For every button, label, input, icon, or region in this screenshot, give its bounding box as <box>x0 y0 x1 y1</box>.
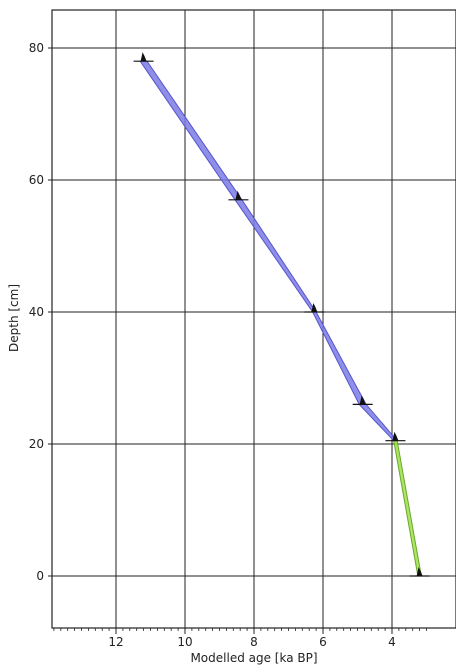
date-marker-1 <box>133 52 154 62</box>
y-tick-label: 40 <box>29 305 44 319</box>
date-markers <box>133 52 430 577</box>
date-marker-4 <box>352 395 373 405</box>
x-axis-title: Modelled age [ka BP] <box>190 651 317 665</box>
x-tick-label: 6 <box>319 635 327 649</box>
date-probability-peak <box>311 303 318 312</box>
date-probability-peak <box>359 395 366 405</box>
x-tick-label: 8 <box>250 635 258 649</box>
y-tick-label: 80 <box>29 41 44 55</box>
date-marker-3 <box>304 303 325 313</box>
x-tick-label: 10 <box>177 635 192 649</box>
date-probability-peak <box>392 431 399 441</box>
y-axis-title: Depth [cm] <box>7 284 21 352</box>
date-marker-5 <box>385 431 406 442</box>
x-tick-label: 12 <box>108 635 123 649</box>
date-probability-peak <box>140 52 147 62</box>
date-probability-peak <box>416 567 423 576</box>
y-tick-label: 60 <box>29 173 44 187</box>
date-marker-6 <box>409 567 430 577</box>
date-marker-2 <box>228 190 249 201</box>
date-probability-peak <box>235 190 242 200</box>
y-axis: 0 20 40 60 80 <box>29 41 52 583</box>
grid-lines <box>52 10 456 628</box>
x-tick-label: 4 <box>388 635 396 649</box>
y-tick-label: 20 <box>29 437 44 451</box>
y-tick-label: 0 <box>36 569 44 583</box>
x-axis: 12 10 8 6 4 <box>53 628 427 649</box>
